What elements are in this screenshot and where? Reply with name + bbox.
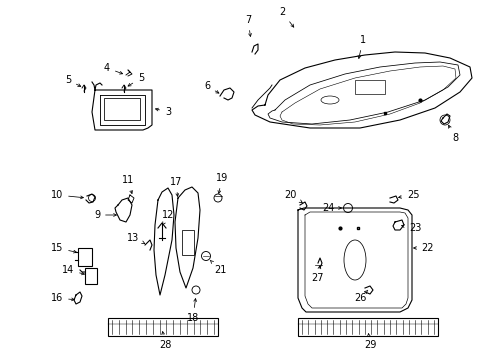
Text: 5: 5 <box>65 75 81 86</box>
Text: 1: 1 <box>357 35 366 58</box>
Text: 23: 23 <box>401 223 420 233</box>
Text: 2: 2 <box>278 7 293 27</box>
Text: 24: 24 <box>321 203 341 213</box>
Text: 25: 25 <box>398 190 418 200</box>
Text: 29: 29 <box>363 334 375 350</box>
Text: 8: 8 <box>447 125 457 143</box>
Text: 19: 19 <box>215 173 228 193</box>
Text: 22: 22 <box>413 243 433 253</box>
Text: 10: 10 <box>51 190 83 200</box>
Text: 4: 4 <box>104 63 122 74</box>
Text: 12: 12 <box>162 210 174 225</box>
Text: 18: 18 <box>186 298 199 323</box>
Text: 26: 26 <box>353 290 367 303</box>
Text: 17: 17 <box>169 177 182 197</box>
Text: 20: 20 <box>283 190 302 203</box>
Text: 15: 15 <box>51 243 76 253</box>
Text: 11: 11 <box>122 175 134 194</box>
Text: 13: 13 <box>126 233 144 244</box>
Text: 28: 28 <box>159 332 171 350</box>
Text: 27: 27 <box>311 266 324 283</box>
Text: 7: 7 <box>244 15 251 36</box>
Text: 9: 9 <box>94 210 116 220</box>
Text: 16: 16 <box>51 293 74 303</box>
Text: 14: 14 <box>62 265 84 275</box>
Text: 3: 3 <box>155 107 171 117</box>
Text: 5: 5 <box>128 73 144 86</box>
Text: 21: 21 <box>210 260 226 275</box>
Text: 6: 6 <box>203 81 219 93</box>
